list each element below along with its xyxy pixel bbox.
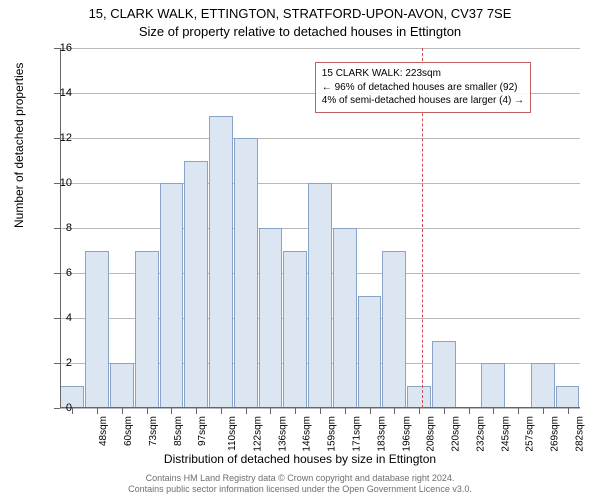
x-tick-label: 208sqm [426, 416, 437, 452]
x-tick-label: 282sqm [574, 416, 585, 452]
y-tick-label: 4 [48, 312, 72, 324]
x-tick [147, 408, 148, 414]
x-tick-label: 159sqm [327, 416, 338, 452]
x-tick-label: 85sqm [173, 416, 184, 446]
annotation-line-1: 15 CLARK WALK: 223sqm [322, 67, 524, 81]
x-tick [72, 408, 73, 414]
histogram-bar [407, 386, 431, 409]
annotation-line-3: 4% of semi-detached houses are larger (4… [322, 94, 524, 108]
x-tick-label: 232sqm [475, 416, 486, 452]
x-tick [394, 408, 395, 414]
x-tick-label: 220sqm [451, 416, 462, 452]
x-tick-label: 48sqm [98, 416, 109, 446]
histogram-bar [234, 138, 258, 408]
histogram-bar [382, 251, 406, 409]
x-tick-label: 269sqm [550, 416, 561, 452]
x-tick [122, 408, 123, 414]
histogram-bar [556, 386, 580, 409]
x-tick-label: 110sqm [227, 416, 238, 451]
x-tick [246, 408, 247, 414]
x-tick-label: 245sqm [500, 416, 511, 452]
y-tick-label: 14 [48, 87, 72, 99]
x-tick-label: 60sqm [123, 416, 134, 446]
histogram-bar [160, 183, 184, 408]
annotation-box: 15 CLARK WALK: 223sqm ← 96% of detached … [315, 62, 531, 113]
histogram-bar [85, 251, 109, 409]
footer-line-2: Contains public sector information licen… [0, 484, 600, 496]
annotation-line-2: ← 96% of detached houses are smaller (92… [322, 81, 524, 95]
y-tick-label: 6 [48, 267, 72, 279]
y-tick-label: 10 [48, 177, 72, 189]
y-tick-label: 2 [48, 357, 72, 369]
title-subtitle: Size of property relative to detached ho… [0, 24, 600, 39]
x-tick [345, 408, 346, 414]
histogram-bar [259, 228, 283, 408]
x-axis-label: Distribution of detached houses by size … [0, 452, 600, 466]
x-tick [518, 408, 519, 414]
x-tick-label: 97sqm [197, 416, 208, 446]
x-tick [543, 408, 544, 414]
x-tick [221, 408, 222, 414]
x-axis [60, 407, 580, 408]
histogram-bar [283, 251, 307, 409]
histogram-bar [209, 116, 233, 409]
histogram-bar [481, 363, 505, 408]
footer-attribution: Contains HM Land Registry data © Crown c… [0, 473, 600, 496]
y-axis-label: Number of detached properties [12, 63, 26, 228]
y-tick-label: 8 [48, 222, 72, 234]
histogram-bar [358, 296, 382, 409]
x-tick-label: 183sqm [376, 416, 387, 452]
x-tick [97, 408, 98, 414]
x-tick [568, 408, 569, 414]
histogram-bar [432, 341, 456, 409]
x-tick-label: 196sqm [401, 416, 412, 452]
y-tick-label: 16 [48, 42, 72, 54]
x-tick [171, 408, 172, 414]
x-tick [320, 408, 321, 414]
x-tick [493, 408, 494, 414]
histogram-bar [333, 228, 357, 408]
x-tick [469, 408, 470, 414]
x-tick [196, 408, 197, 414]
x-tick-label: 171sqm [352, 416, 363, 452]
title-address: 15, CLARK WALK, ETTINGTON, STRATFORD-UPO… [0, 6, 600, 21]
footer-line-1: Contains HM Land Registry data © Crown c… [0, 473, 600, 485]
histogram-bar [110, 363, 134, 408]
y-tick-label: 0 [48, 402, 72, 414]
histogram-bar [135, 251, 159, 409]
histogram-plot: 15 CLARK WALK: 223sqm ← 96% of detached … [60, 48, 580, 408]
x-tick [444, 408, 445, 414]
x-tick [419, 408, 420, 414]
histogram-bar [184, 161, 208, 409]
x-tick [295, 408, 296, 414]
x-tick [270, 408, 271, 414]
x-tick-label: 73sqm [148, 416, 159, 446]
x-tick-label: 146sqm [302, 416, 313, 452]
x-tick-label: 257sqm [525, 416, 536, 452]
x-tick-label: 122sqm [253, 416, 264, 452]
x-tick-label: 136sqm [277, 416, 288, 452]
x-tick [370, 408, 371, 414]
histogram-bar [308, 183, 332, 408]
histogram-bar [531, 363, 555, 408]
y-tick-label: 12 [48, 132, 72, 144]
